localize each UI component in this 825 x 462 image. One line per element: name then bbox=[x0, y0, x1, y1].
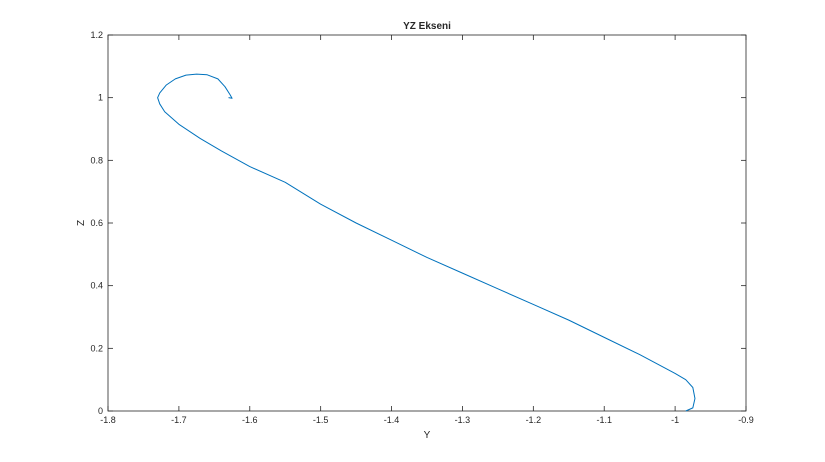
y-tick-label: 0 bbox=[98, 406, 103, 416]
x-tick-label: -1.4 bbox=[384, 415, 400, 425]
x-axis-label: Y bbox=[424, 430, 431, 441]
series-line-0 bbox=[157, 73, 696, 412]
y-tick-label: 1 bbox=[98, 93, 103, 103]
y-tick-label: 0.4 bbox=[90, 281, 103, 291]
x-tick-label: -1.7 bbox=[171, 415, 187, 425]
y-axis-label: Z bbox=[76, 220, 87, 226]
x-tick-label: -1.8 bbox=[100, 415, 116, 425]
x-tick-label: -0.9 bbox=[738, 415, 754, 425]
x-tick-label: -1.5 bbox=[313, 415, 329, 425]
plot-area bbox=[107, 34, 747, 412]
x-tick-label: -1 bbox=[671, 415, 679, 425]
x-tick-label: -1.6 bbox=[242, 415, 258, 425]
y-tick-label: 1.2 bbox=[90, 30, 103, 40]
y-tick-label: 0.6 bbox=[90, 218, 103, 228]
x-tick-label: -1.2 bbox=[526, 415, 542, 425]
x-tick-label: -1.1 bbox=[596, 415, 612, 425]
x-tick-label: -1.3 bbox=[455, 415, 471, 425]
y-tick-label: 0.8 bbox=[90, 155, 103, 165]
chart-title: YZ Ekseni bbox=[403, 21, 451, 32]
y-tick-label: 0.2 bbox=[90, 343, 103, 353]
